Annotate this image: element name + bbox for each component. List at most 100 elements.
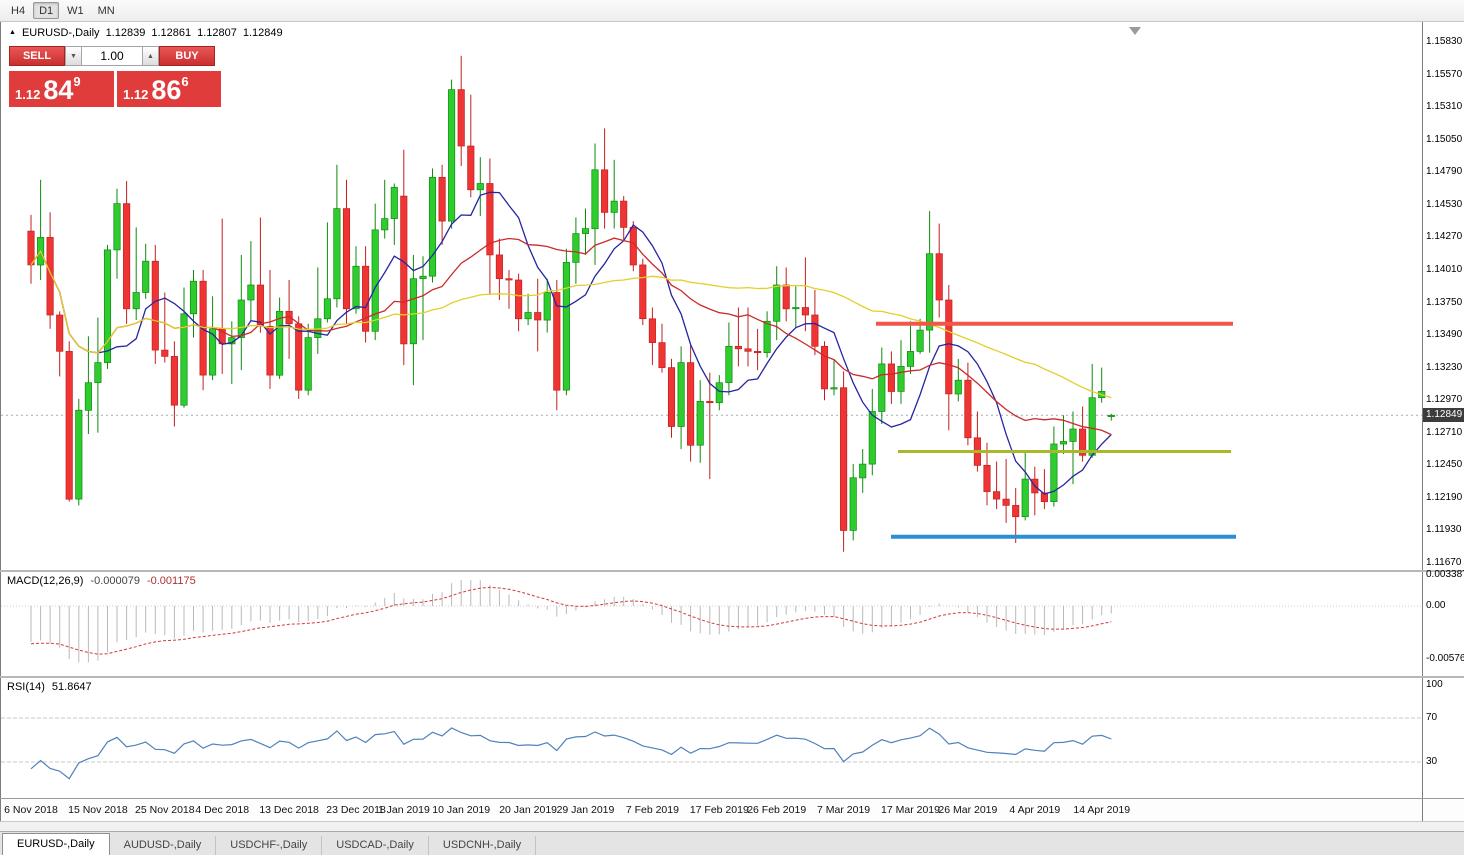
panel-splitter-2[interactable] bbox=[0, 676, 1464, 678]
date-axis-label: 7 Mar 2019 bbox=[817, 804, 871, 816]
volume-input[interactable]: 1.00 bbox=[82, 46, 142, 66]
price-axis-label: 1.14790 bbox=[1426, 166, 1463, 178]
date-axis-label: 23 Dec 2018 bbox=[326, 804, 386, 816]
chart-title: ▲ EURUSD-,Daily 1.12839 1.12861 1.12807 … bbox=[9, 27, 283, 39]
date-axis-label: 17 Feb 2019 bbox=[689, 804, 749, 816]
timeframe-toolbar: H4 D1 W1 MN bbox=[0, 0, 1464, 22]
date-axis-label: 26 Mar 2019 bbox=[938, 804, 998, 816]
volume-decrease-button[interactable]: ▼ bbox=[65, 46, 82, 66]
buy-price-box[interactable]: 1.12 86 6 bbox=[117, 71, 221, 107]
price-axis-label: 1.13490 bbox=[1426, 329, 1463, 341]
date-axis[interactable]: 6 Nov 2018 15 Nov 2018 25 Nov 2018 4 Dec 20… bbox=[0, 799, 1422, 821]
symbol-tab-usdcad[interactable]: USDCAD-,Daily bbox=[322, 836, 429, 855]
rsi-chart-svg[interactable] bbox=[1, 678, 1422, 798]
timeframe-button-mn[interactable]: MN bbox=[92, 2, 121, 19]
symbol-tabs-bar: EURUSD-,Daily AUDUSD-,Daily USDCHF-,Daily U… bbox=[0, 831, 1464, 855]
macd-label: MACD(12,26,9) -0.000079 -0.001175 bbox=[7, 575, 196, 587]
chart-close-value: 1.12849 bbox=[242, 27, 283, 39]
macd-chart-svg[interactable] bbox=[1, 572, 1422, 676]
timeframe-button-d1[interactable]: D1 bbox=[33, 2, 60, 19]
current-price-badge: 1.12849 bbox=[1423, 408, 1464, 423]
macd-region[interactable]: MACD(12,26,9) -0.000079 -0.001175 bbox=[0, 572, 1422, 676]
date-axis-label: 4 Dec 2018 bbox=[195, 804, 250, 816]
rsi-label: RSI(14) 51.8647 bbox=[7, 681, 92, 693]
price-axis-label: 1.15050 bbox=[1426, 133, 1463, 145]
buy-button[interactable]: BUY bbox=[159, 46, 215, 66]
price-axis-label: 1.12710 bbox=[1426, 426, 1463, 438]
panel-splitter[interactable] bbox=[0, 570, 1464, 572]
date-axis-label: 7 Feb 2019 bbox=[625, 804, 679, 816]
date-axis-label: 26 Feb 2019 bbox=[747, 804, 807, 816]
date-axis-label: 29 Jan 2019 bbox=[556, 804, 615, 816]
sell-price-box[interactable]: 1.12 84 9 bbox=[9, 71, 114, 107]
main-chart-svg[interactable] bbox=[1, 22, 1422, 570]
date-axis-divider bbox=[0, 798, 1464, 799]
price-axis-label: 1.14270 bbox=[1426, 231, 1463, 243]
date-axis-label: 6 Nov 2018 bbox=[4, 804, 58, 816]
macd-signal-value: -0.001175 bbox=[146, 575, 196, 587]
rsi-row: RSI(14) 51.8647 100 70 30 bbox=[0, 678, 1464, 798]
date-axis-label: 17 Mar 2019 bbox=[881, 804, 940, 816]
date-axis-label: 4 Apr 2019 bbox=[1009, 804, 1061, 816]
chart-high-value: 1.12861 bbox=[151, 27, 192, 39]
macd-main-value: -0.000079 bbox=[90, 575, 140, 587]
price-axis-label: 1.13230 bbox=[1426, 361, 1463, 373]
rsi-axis[interactable]: 100 70 30 bbox=[1422, 678, 1464, 798]
macd-axis-label: 0.00 bbox=[1426, 600, 1446, 611]
date-axis-label: 25 Nov 2018 bbox=[135, 804, 195, 816]
rsi-name: RSI(14) bbox=[7, 681, 45, 693]
buy-price-prefix: 1.12 bbox=[123, 87, 149, 102]
price-axis-label: 1.12450 bbox=[1426, 459, 1463, 471]
rsi-axis-label: 70 bbox=[1426, 712, 1438, 723]
symbol-tab-usdcnh[interactable]: USDCNH-,Daily bbox=[429, 836, 537, 855]
macd-name: MACD(12,26,9) bbox=[7, 575, 84, 587]
rsi-axis-label: 100 bbox=[1426, 678, 1443, 690]
chart-open-value: 1.12839 bbox=[105, 27, 146, 39]
volume-increase-button[interactable]: ▲ bbox=[142, 46, 159, 66]
price-axis-label: 1.15570 bbox=[1426, 68, 1463, 80]
collapse-panel-icon[interactable]: ▲ bbox=[9, 29, 16, 36]
symbol-tab-usdchf[interactable]: USDCHF-,Daily bbox=[216, 836, 323, 855]
date-axis-label: 15 Nov 2018 bbox=[68, 804, 128, 816]
buy-price-big: 86 bbox=[151, 75, 182, 106]
macd-row: MACD(12,26,9) -0.000079 -0.001175 0.0033… bbox=[0, 568, 1464, 676]
main-chart-region[interactable]: ▲ EURUSD-,Daily 1.12839 1.12861 1.12807 … bbox=[0, 22, 1422, 570]
date-axis-label: 13 Dec 2018 bbox=[259, 804, 319, 816]
symbol-tab-eurusd[interactable]: EURUSD-,Daily bbox=[2, 833, 110, 855]
rsi-region[interactable]: RSI(14) 51.8647 bbox=[0, 678, 1422, 798]
price-axis-label: 1.12970 bbox=[1426, 394, 1463, 406]
price-axis-label: 1.13750 bbox=[1426, 296, 1463, 308]
macd-axis-label: -0.00576 bbox=[1426, 653, 1464, 665]
buy-price-sup: 6 bbox=[181, 74, 189, 89]
timeframe-button-h4[interactable]: H4 bbox=[5, 2, 31, 19]
bottom-strip bbox=[0, 821, 1464, 831]
price-axis-label: 1.12190 bbox=[1426, 491, 1463, 503]
sell-price-big: 84 bbox=[43, 75, 74, 106]
date-axis-label: 14 Apr 2019 bbox=[1073, 804, 1131, 816]
rsi-value: 51.8647 bbox=[51, 681, 92, 693]
rsi-axis-label: 30 bbox=[1426, 756, 1438, 767]
price-axis-label: 1.11930 bbox=[1426, 524, 1462, 536]
price-axis-label: 1.14010 bbox=[1426, 263, 1463, 275]
date-axis-corner bbox=[1422, 799, 1464, 821]
sell-price-prefix: 1.12 bbox=[15, 87, 41, 102]
macd-axis[interactable]: 0.003387 0.00 -0.00576 bbox=[1422, 568, 1464, 676]
one-click-trading-panel: SELL ▼ 1.00 ▲ BUY 1.12 84 9 1.12 86 6 bbox=[9, 46, 221, 107]
date-axis-label: 1 Jan 2019 bbox=[377, 804, 430, 816]
chart-symbol-label: EURUSD-,Daily bbox=[21, 27, 100, 39]
sell-price-sup: 9 bbox=[73, 74, 81, 89]
chart-low-value: 1.12807 bbox=[197, 27, 237, 39]
sell-button[interactable]: SELL bbox=[9, 46, 65, 66]
price-axis-label: 1.15310 bbox=[1426, 101, 1463, 113]
price-axis-label: 1.14530 bbox=[1426, 198, 1463, 210]
main-chart-row: ▲ EURUSD-,Daily 1.12839 1.12861 1.12807 … bbox=[0, 22, 1464, 570]
symbol-tab-audusd[interactable]: AUDUSD-,Daily bbox=[110, 836, 217, 855]
main-price-axis[interactable]: 1.12849 1.15830 1.15570 1.15310 1.15050 1.14… bbox=[1422, 22, 1464, 570]
timeframe-button-w1[interactable]: W1 bbox=[61, 2, 90, 19]
price-axis-label: 1.15830 bbox=[1426, 36, 1463, 48]
price-axis-label: 1.11670 bbox=[1426, 556, 1462, 568]
macd-axis-label: 0.003387 bbox=[1426, 568, 1464, 580]
date-axis-label: 10 Jan 2019 bbox=[432, 804, 491, 816]
date-axis-label: 20 Jan 2019 bbox=[499, 804, 558, 816]
